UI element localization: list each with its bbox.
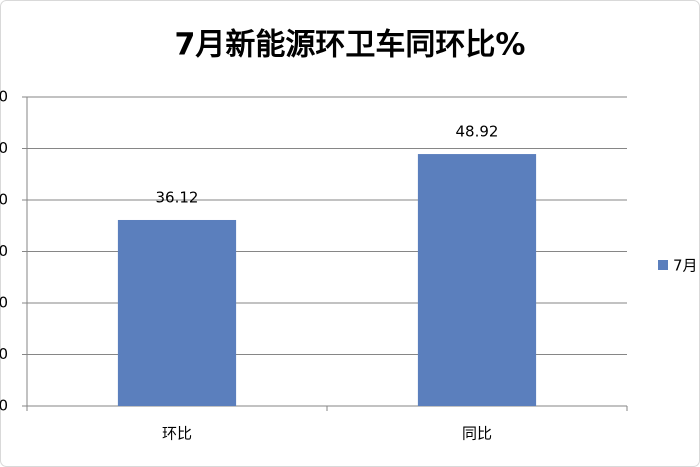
legend-swatch bbox=[658, 260, 668, 270]
y-tick-label: 40 bbox=[0, 191, 8, 209]
data-label: 36.12 bbox=[156, 188, 199, 206]
x-tick-label: 环比 bbox=[162, 425, 192, 443]
y-tick-label: 60 bbox=[0, 88, 8, 106]
y-tick-label: 50 bbox=[0, 139, 8, 157]
y-tick-label: 10 bbox=[0, 345, 8, 363]
y-tick-label: 30 bbox=[0, 242, 8, 260]
bar bbox=[117, 219, 237, 406]
y-tick-label: 0 bbox=[0, 397, 8, 415]
chart-title: 7月新能源环卫车同环比% bbox=[175, 28, 526, 63]
y-tick-label: 20 bbox=[0, 294, 8, 312]
x-tick-label: 同比 bbox=[462, 425, 492, 443]
data-label: 48.92 bbox=[456, 123, 499, 141]
bar bbox=[417, 154, 537, 406]
legend-label: 7月 bbox=[673, 257, 698, 275]
